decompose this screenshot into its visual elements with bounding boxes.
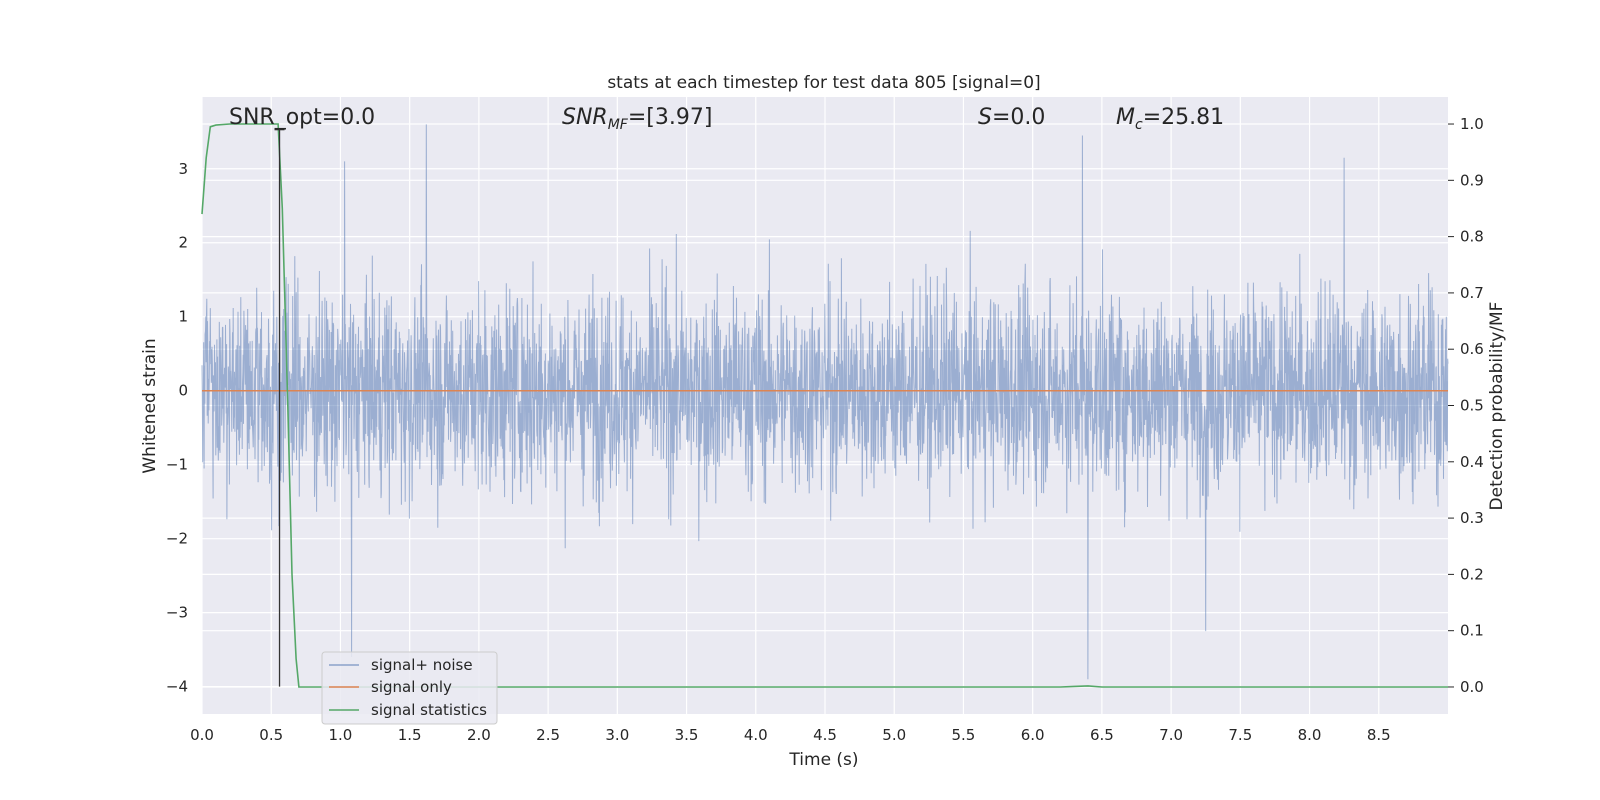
y-tick-label-left: 2 [178, 234, 188, 252]
y-tick-label-right: 0.9 [1460, 171, 1484, 189]
legend-label-signal-statistics: signal statistics [371, 701, 487, 719]
x-tick-label: 2.5 [536, 726, 560, 744]
right-y-axis-ticks: 0.0 0.1 0.2 0.3 0.4 0.5 0.6 0.7 0.8 0.9 1.0 [1448, 115, 1484, 696]
y-tick-label-left: −1 [166, 456, 188, 474]
line-series [201, 123, 1448, 688]
y-tick-label-right: 1.0 [1460, 115, 1484, 133]
annotation-s-value: =0.0 [992, 105, 1045, 130]
annotation-mc-sub: c [1135, 117, 1143, 133]
grid [201, 97, 1448, 714]
annotation-mc-main: M [1116, 105, 1135, 130]
legend: signal+ noise signal only signal statist… [321, 651, 498, 725]
x-tick-label: 3.5 [675, 726, 699, 744]
annotation-snr-mf: SNRMF=[3.97] [562, 105, 712, 133]
y-tick-label-right: 0.5 [1460, 397, 1484, 415]
legend-label-signal-only: signal only [371, 678, 452, 696]
y-tick-label-left: −4 [166, 678, 188, 696]
x-tick-label: 8.0 [1298, 726, 1322, 744]
y-tick-label-right: 0.8 [1460, 228, 1484, 246]
y-tick-label-left: 3 [178, 160, 188, 178]
x-tick-label: 1.5 [398, 726, 422, 744]
x-axis-label: Time (s) [788, 750, 858, 770]
y-tick-label-right: 0.1 [1460, 622, 1484, 640]
annotation-mc: Mc=25.81 [1116, 105, 1224, 133]
y-tick-label-right: 0.0 [1460, 678, 1484, 696]
x-tick-label: 7.0 [1159, 726, 1183, 744]
x-tick-label: 8.5 [1367, 726, 1391, 744]
y-tick-label-right: 0.6 [1460, 340, 1484, 358]
annotation-s-main: S [978, 105, 992, 130]
left-y-axis-ticks: −4 −3 −2 −1 0 1 2 3 [166, 160, 188, 696]
y-tick-label-left: 1 [178, 308, 188, 326]
x-tick-label: 6.0 [1021, 726, 1045, 744]
y-tick-label-left: −2 [166, 530, 188, 548]
x-tick-label: 2.0 [467, 726, 491, 744]
annotation-s: S=0.0 [978, 105, 1045, 130]
annotation-snr-mf-sub: MF [608, 117, 629, 133]
x-axis-ticks: 0.0 0.5 1.0 1.5 2.0 2.5 3.0 3.5 4.0 4.5 5.0 5.5 6.0 6… [190, 726, 1391, 744]
x-tick-label: 4.5 [813, 726, 837, 744]
chart-title: stats at each timestep for test data 805… [607, 73, 1040, 93]
y-tick-label-right: 0.4 [1460, 453, 1484, 471]
legend-box [321, 651, 498, 725]
annotation-snr-opt: SNR_opt=0.0 [229, 105, 375, 130]
legend-label-signal-noise: signal+ noise [371, 656, 473, 674]
x-tick-label: 6.5 [1090, 726, 1114, 744]
y-axis-label-left: Whitened strain [140, 338, 160, 473]
signal-statistics-line [201, 123, 1448, 688]
x-tick-label: 0.0 [190, 726, 214, 744]
y-tick-label-right: 0.2 [1460, 565, 1484, 583]
annotation-mc-value: =25.81 [1143, 105, 1224, 130]
x-tick-label: 4.0 [744, 726, 768, 744]
annotation-snr-mf-value: =[3.97] [628, 105, 713, 130]
x-tick-label: 0.5 [259, 726, 283, 744]
signal-noise-series [201, 124, 1449, 680]
y-tick-label-right: 0.3 [1460, 509, 1484, 527]
x-tick-label: 7.5 [1228, 726, 1252, 744]
y-tick-label-left: −3 [166, 604, 188, 622]
annotation-snr-mf-main: SNR [562, 105, 608, 130]
y-tick-label-left: 0 [178, 382, 188, 400]
x-tick-label: 3.0 [605, 726, 629, 744]
y-tick-label-right: 0.7 [1460, 284, 1484, 302]
signal-noise-line [201, 124, 1449, 680]
x-tick-label: 5.5 [952, 726, 976, 744]
y-axis-label-right: Detection probability/MF [1487, 302, 1507, 511]
x-tick-label: 5.0 [882, 726, 906, 744]
x-tick-label: 1.0 [329, 726, 353, 744]
